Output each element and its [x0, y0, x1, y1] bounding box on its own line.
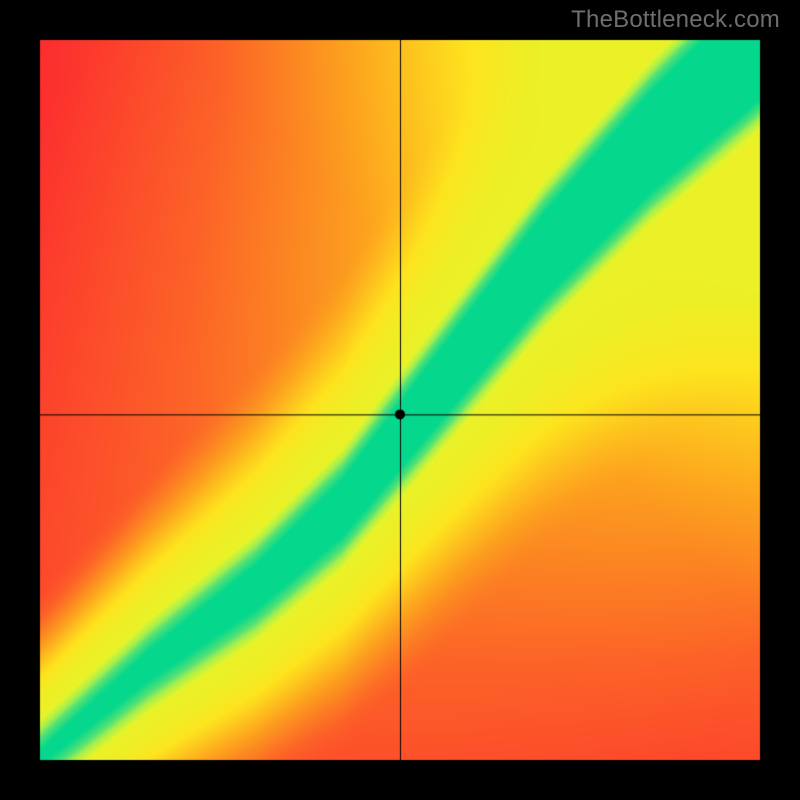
- bottleneck-heatmap: [0, 0, 800, 800]
- watermark-label: TheBottleneck.com: [571, 6, 780, 34]
- chart-container: TheBottleneck.com: [0, 0, 800, 800]
